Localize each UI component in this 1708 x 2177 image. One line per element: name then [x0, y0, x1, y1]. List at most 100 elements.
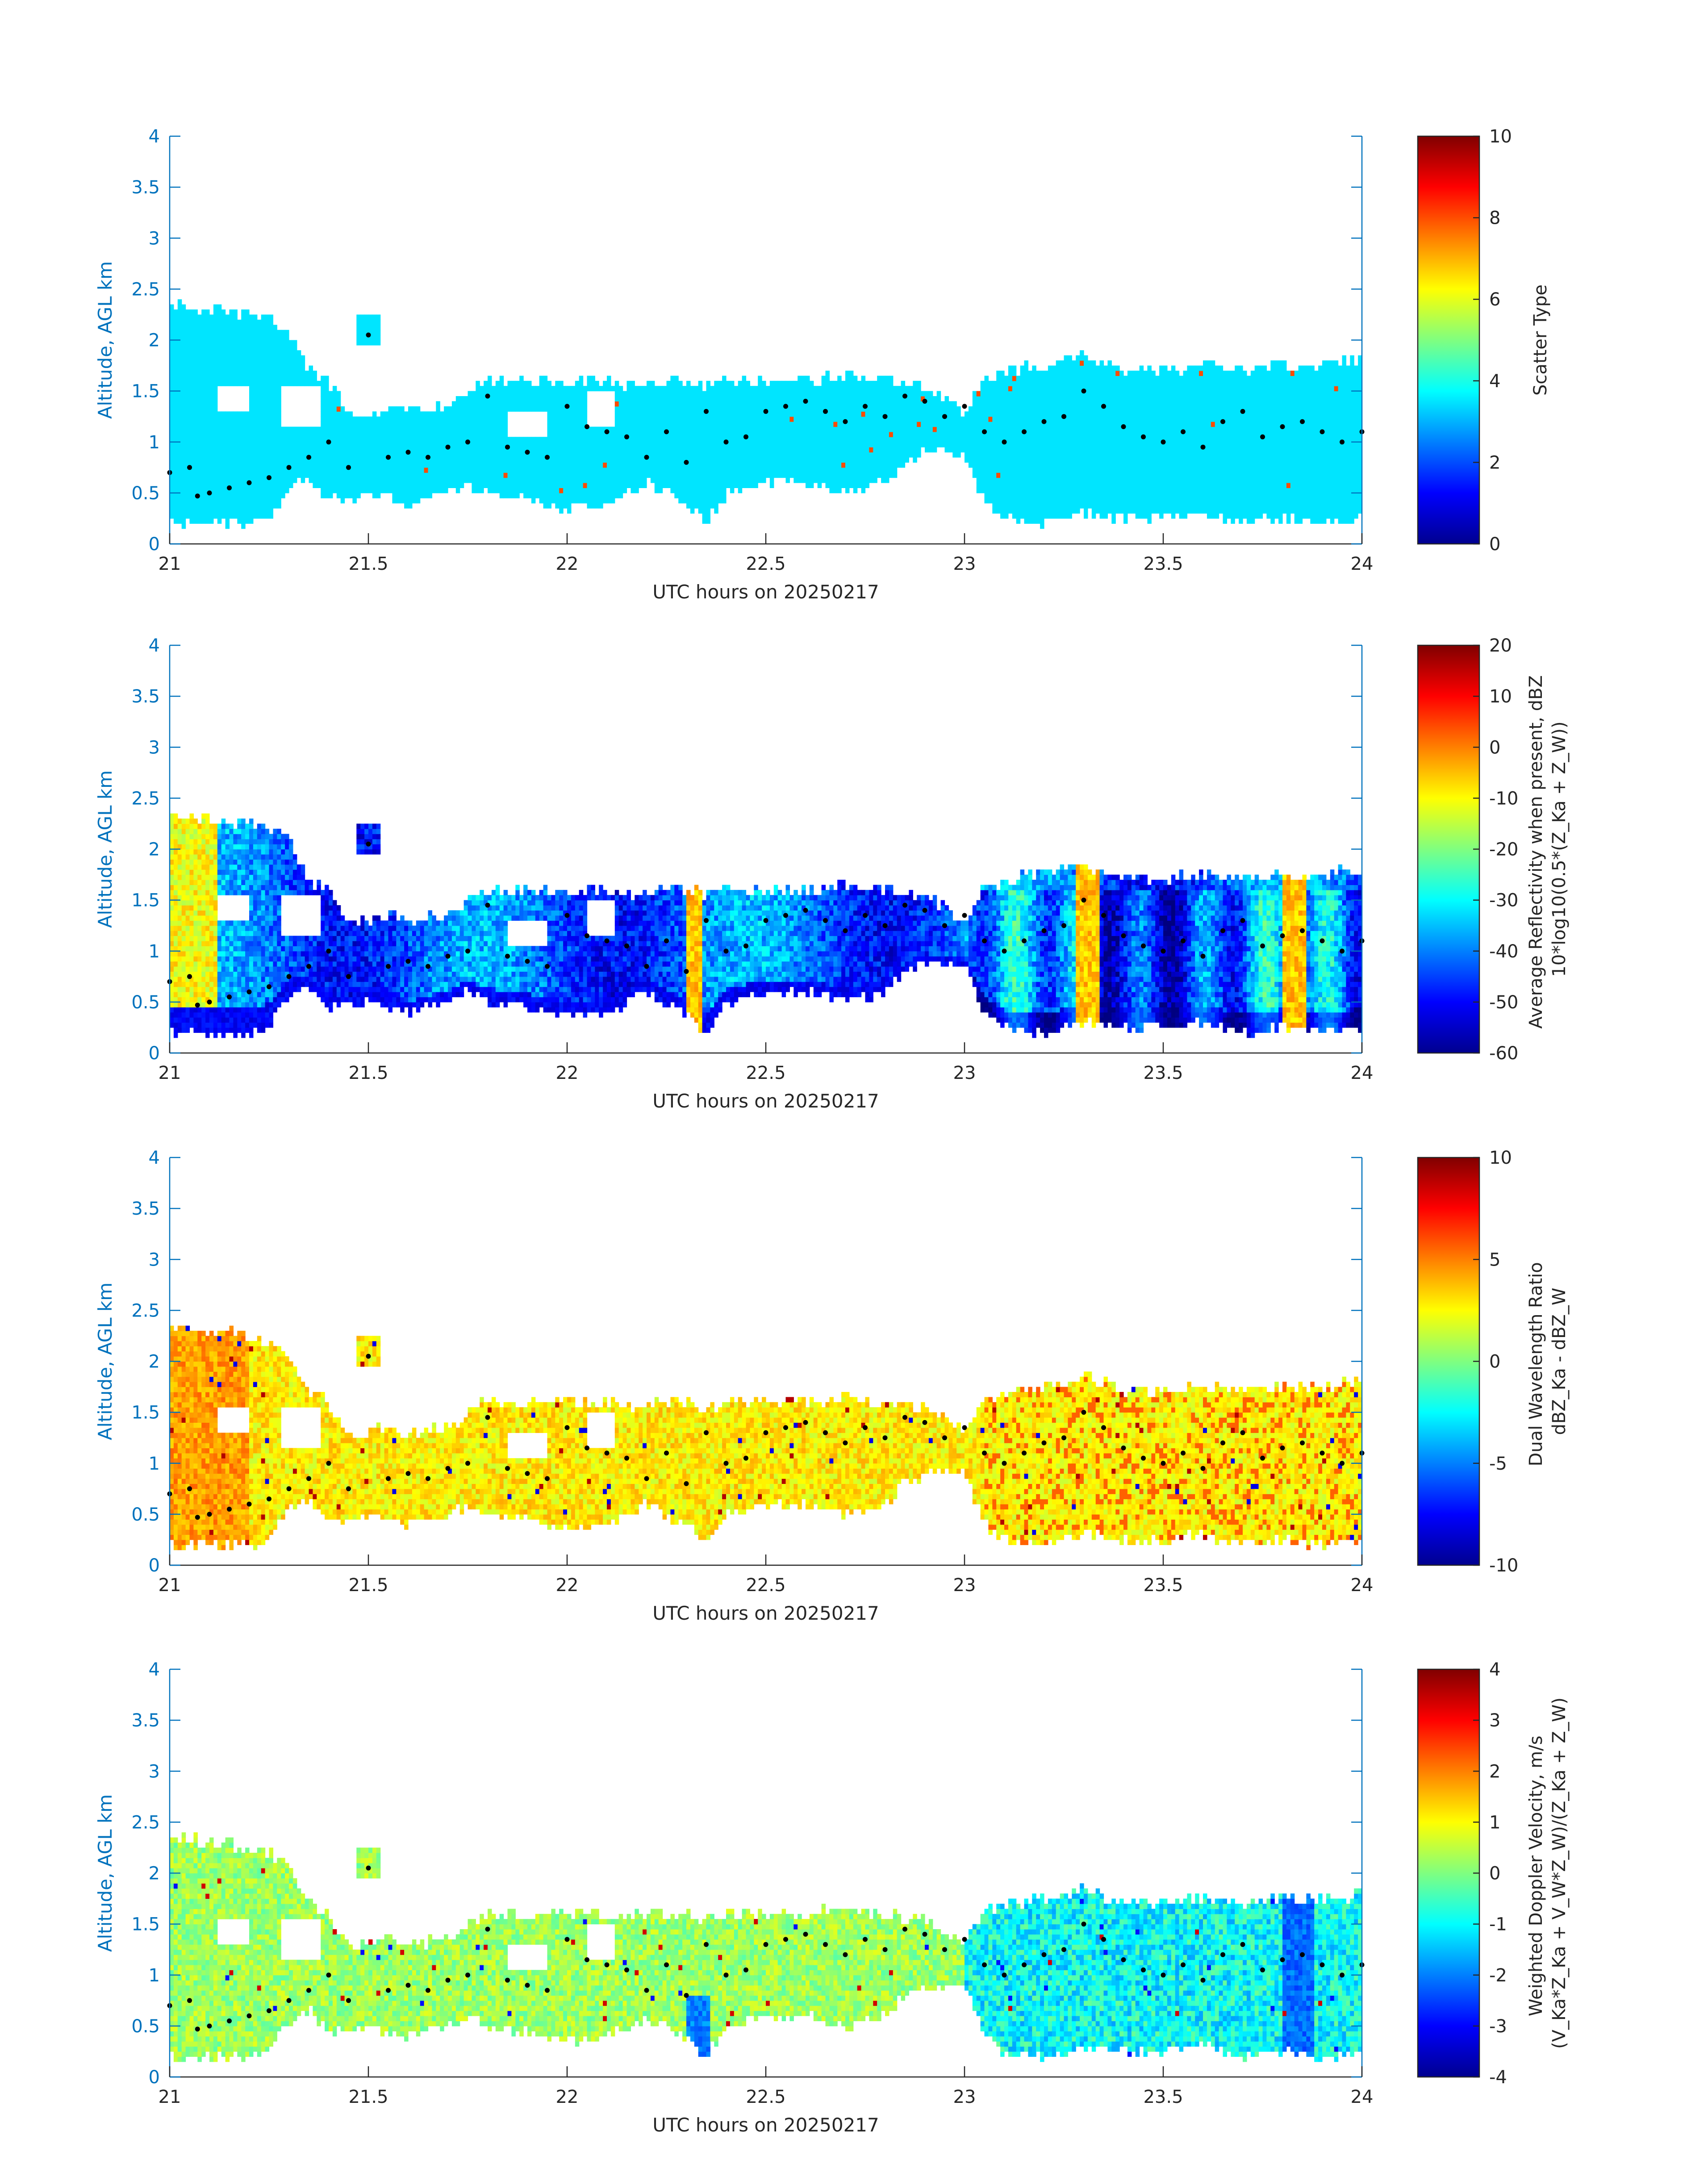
- heatmap-cell: [988, 422, 993, 427]
- heatmap-cell: [980, 391, 985, 397]
- heatmap-cell: [325, 396, 329, 401]
- heatmap-cell: [781, 416, 786, 422]
- heatmap-cell: [217, 416, 222, 422]
- heatmap-cell: [189, 376, 194, 381]
- heatmap-cell: [249, 391, 254, 397]
- heatmap-cell: [360, 314, 365, 320]
- heatmap-cell: [654, 422, 659, 427]
- heatmap-cell: [249, 371, 254, 376]
- heatmap-cell: [734, 452, 739, 458]
- heatmap-cell: [329, 431, 333, 437]
- heatmap-cell: [785, 442, 790, 447]
- heatmap-cell: [806, 396, 810, 401]
- heatmap-cell: [436, 422, 440, 427]
- heatmap-cell: [515, 488, 520, 493]
- heatmap-cell: [249, 355, 254, 361]
- heatmap-cell: [1024, 503, 1028, 509]
- heatmap-cell: [245, 462, 250, 468]
- heatmap-cell: [639, 462, 643, 468]
- heatmap-cell: [257, 452, 262, 458]
- heatmap-cell: [885, 380, 889, 386]
- heatmap-cell: [921, 391, 925, 397]
- heatmap-cell: [877, 406, 881, 412]
- heatmap-cell: [952, 406, 957, 412]
- heatmap-cell: [277, 386, 281, 392]
- heatmap-cell: [189, 477, 194, 483]
- heatmap-cell: [372, 493, 377, 498]
- heatmap-cell: [746, 416, 750, 422]
- heatmap-cell: [1008, 467, 1013, 473]
- heatmap-cell: [336, 391, 341, 397]
- heatmap-cell: [197, 396, 202, 401]
- heatmap-cell: [670, 426, 675, 432]
- heatmap-cell: [909, 442, 913, 447]
- heatmap-cell: [714, 426, 718, 432]
- heatmap-cell: [225, 493, 230, 498]
- heatmap-cell: [865, 396, 869, 401]
- heatmap-cell: [340, 437, 345, 443]
- heatmap-cell: [173, 457, 178, 463]
- heatmap-cell: [380, 447, 385, 453]
- heatmap-cell: [905, 391, 909, 397]
- heatmap-cell: [555, 406, 560, 412]
- heatmap-cell: [273, 483, 277, 488]
- heatmap-cell: [769, 442, 774, 447]
- heatmap-cell: [1016, 472, 1021, 478]
- heatmap-cell: [1020, 477, 1025, 483]
- heatmap-cell: [539, 488, 544, 493]
- heatmap-cell: [940, 401, 945, 407]
- heatmap-cell: [821, 467, 826, 473]
- heatmap-cell: [428, 447, 432, 453]
- heatmap-cell: [535, 462, 540, 468]
- heatmap-cell: [360, 472, 365, 478]
- heatmap-cell: [455, 426, 460, 432]
- heatmap-cell: [738, 426, 743, 432]
- heatmap-cell: [702, 396, 707, 401]
- heatmap-cell: [702, 422, 707, 427]
- heatmap-cell: [643, 457, 647, 463]
- heatmap-cell: [368, 447, 373, 453]
- heatmap-cell: [476, 442, 480, 447]
- heatmap-cell: [205, 472, 210, 478]
- heatmap-cell: [579, 462, 584, 468]
- heatmap-cell: [913, 416, 917, 422]
- heatmap-cell: [237, 411, 242, 417]
- heatmap-cell: [758, 396, 762, 401]
- heatmap-cell: [213, 488, 218, 493]
- heatmap-cell: [551, 483, 555, 488]
- heatmap-cell: [404, 477, 409, 483]
- heatmap-cell: [301, 452, 305, 458]
- heatmap-cell: [332, 442, 337, 447]
- heatmap-cell: [773, 457, 778, 463]
- heatmap-cell: [217, 483, 222, 488]
- heatmap-cell: [249, 396, 254, 401]
- heatmap-cell: [817, 411, 822, 417]
- heatmap-cell: [825, 437, 830, 443]
- heatmap-cell: [845, 416, 850, 422]
- heatmap-cell: [515, 391, 520, 397]
- heatmap-cell: [614, 416, 619, 422]
- heatmap-cell: [678, 406, 683, 412]
- heatmap-cell: [265, 472, 270, 478]
- heatmap-cell: [209, 426, 214, 432]
- heatmap-cell: [356, 447, 361, 453]
- heatmap-cell: [813, 391, 818, 397]
- heatmap-cell: [1000, 493, 1005, 498]
- heatmap-cell: [292, 472, 297, 478]
- heatmap-cell: [769, 426, 774, 432]
- heatmap-cell: [273, 325, 277, 330]
- heatmap-cell: [865, 391, 869, 397]
- heatmap-cell: [849, 477, 854, 483]
- heatmap-cell: [185, 483, 190, 488]
- heatmap-cell: [221, 447, 226, 453]
- heatmap-cell: [817, 477, 822, 483]
- heatmap-cell: [706, 462, 710, 468]
- heatmap-cell: [647, 437, 651, 443]
- heatmap-cell: [527, 472, 532, 478]
- heatmap-cell: [670, 391, 675, 397]
- heatmap-cell: [781, 472, 786, 478]
- heatmap-cell: [758, 380, 762, 386]
- heatmap-cell: [245, 411, 250, 417]
- heatmap-cell: [547, 401, 551, 407]
- heatmap-cell: [798, 472, 802, 478]
